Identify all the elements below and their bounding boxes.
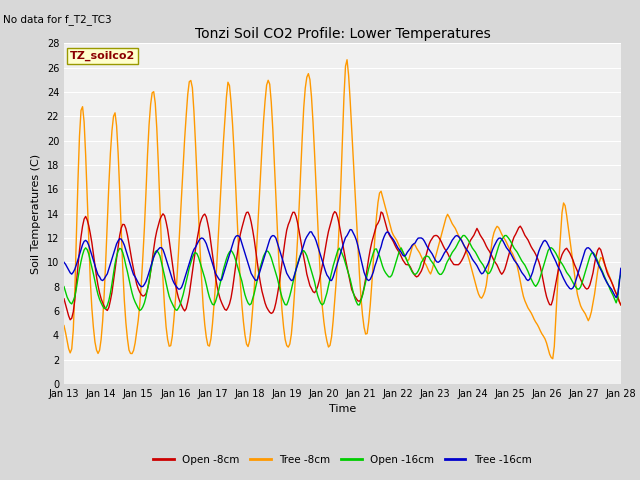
Text: No data for f_T2_TC3: No data for f_T2_TC3 xyxy=(3,14,112,25)
Text: TZ_soilco2: TZ_soilco2 xyxy=(70,50,135,61)
Title: Tonzi Soil CO2 Profile: Lower Temperatures: Tonzi Soil CO2 Profile: Lower Temperatur… xyxy=(195,27,490,41)
Legend: Open -8cm, Tree -8cm, Open -16cm, Tree -16cm: Open -8cm, Tree -8cm, Open -16cm, Tree -… xyxy=(149,451,536,469)
Y-axis label: Soil Temperatures (C): Soil Temperatures (C) xyxy=(31,154,41,274)
X-axis label: Time: Time xyxy=(329,405,356,414)
